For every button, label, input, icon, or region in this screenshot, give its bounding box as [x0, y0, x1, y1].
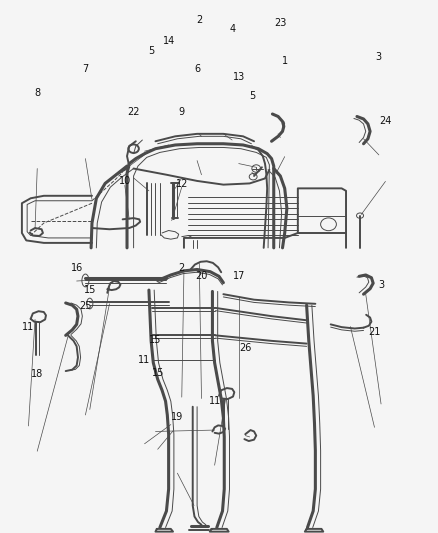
Text: 20: 20 [195, 271, 208, 280]
Text: 19: 19 [171, 412, 184, 422]
Text: 15: 15 [84, 286, 96, 295]
Text: 2: 2 [196, 15, 202, 25]
Text: 6: 6 [194, 64, 200, 74]
Text: 17: 17 [233, 271, 245, 280]
Text: 5: 5 [148, 46, 154, 55]
Text: 7: 7 [82, 64, 88, 74]
Text: 4: 4 [229, 25, 235, 34]
Text: 11: 11 [138, 355, 151, 365]
Text: 23: 23 [274, 18, 286, 28]
Text: 10: 10 [119, 176, 131, 186]
Text: 3: 3 [378, 280, 384, 290]
Text: 26: 26 [239, 343, 251, 352]
Text: 12: 12 [176, 179, 188, 189]
Text: 11: 11 [208, 397, 221, 406]
Text: 15: 15 [149, 335, 162, 344]
Text: 3: 3 [376, 52, 382, 62]
Text: 16: 16 [71, 263, 83, 272]
Text: 2: 2 [179, 263, 185, 273]
Text: 18: 18 [31, 369, 43, 379]
Text: 15: 15 [152, 368, 164, 378]
Text: 11: 11 [22, 322, 35, 332]
Text: 22: 22 [127, 107, 140, 117]
Text: 8: 8 [34, 88, 40, 98]
Text: 21: 21 [368, 327, 381, 336]
Text: 14: 14 [162, 36, 175, 46]
Text: 9: 9 [179, 107, 185, 117]
Text: 13: 13 [233, 72, 245, 82]
Text: 25: 25 [79, 302, 92, 311]
Text: 24: 24 [379, 116, 392, 126]
Text: 1: 1 [282, 56, 288, 66]
Text: 5: 5 [249, 91, 255, 101]
